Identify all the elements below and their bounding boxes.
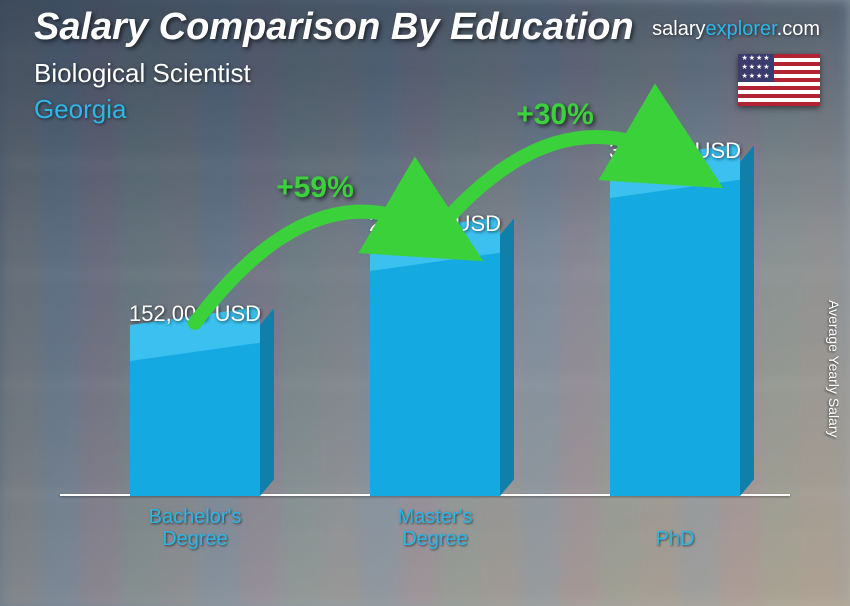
brand-part2: explorer bbox=[706, 18, 777, 40]
subtitle-job: Biological Scientist bbox=[34, 58, 251, 89]
bar-category-label: Master's Degree bbox=[335, 506, 535, 550]
brand-part1: salary bbox=[652, 18, 705, 40]
bar-body bbox=[610, 180, 740, 496]
brand-suffix: .com bbox=[777, 18, 820, 40]
bar-value-label: 152,000 USD bbox=[95, 301, 295, 327]
bar-category-label: Bachelor's Degree bbox=[95, 506, 295, 550]
subtitle-region: Georgia bbox=[34, 94, 127, 125]
brand-logo: salaryexplorer.com bbox=[652, 18, 820, 41]
bar-side bbox=[260, 308, 274, 496]
bar-side bbox=[500, 218, 514, 496]
us-flag-icon bbox=[738, 54, 820, 106]
bar-side bbox=[740, 145, 754, 496]
bar-front bbox=[610, 180, 740, 496]
increase-label-1: +30% bbox=[485, 98, 625, 132]
page-title: Salary Comparison By Education bbox=[34, 6, 634, 49]
bar-body bbox=[370, 253, 500, 496]
bar-front bbox=[370, 253, 500, 496]
bar-body bbox=[130, 343, 260, 496]
bar-value-label: 241,000 USD bbox=[335, 211, 535, 237]
increase-label-0: +59% bbox=[245, 171, 385, 205]
y-axis-label: Average Yearly Salary bbox=[826, 300, 842, 438]
bar-front bbox=[130, 343, 260, 496]
chart-container: Salary Comparison By Education Biologica… bbox=[0, 0, 850, 606]
bar-category-label: PhD bbox=[575, 528, 775, 550]
bar-chart: 152,000 USDBachelor's Degree241,000 USDM… bbox=[60, 140, 790, 546]
bar-value-label: 313,000 USD bbox=[575, 138, 775, 164]
